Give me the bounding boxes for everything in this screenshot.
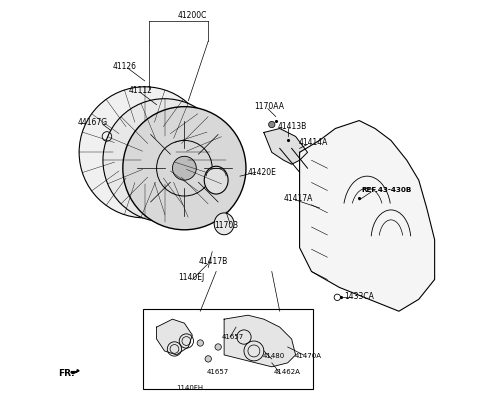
Text: 41417A: 41417A	[284, 194, 313, 202]
Circle shape	[79, 87, 210, 218]
Text: 41657: 41657	[206, 369, 228, 374]
Text: 41414A: 41414A	[299, 138, 328, 147]
Text: 1140EJ: 1140EJ	[179, 273, 204, 282]
Circle shape	[215, 344, 221, 350]
Circle shape	[172, 156, 196, 180]
Text: 41417B: 41417B	[198, 257, 228, 266]
Text: 41420E: 41420E	[248, 168, 277, 178]
Circle shape	[123, 107, 246, 230]
Polygon shape	[224, 315, 296, 367]
Text: 1140FH: 1140FH	[177, 385, 204, 391]
Text: 41470A: 41470A	[294, 353, 322, 359]
Text: FR.: FR.	[58, 370, 74, 378]
Circle shape	[155, 150, 174, 170]
Text: 41413B: 41413B	[278, 122, 307, 131]
Text: 11703: 11703	[214, 221, 238, 230]
Circle shape	[205, 356, 211, 362]
Text: 41462A: 41462A	[274, 369, 300, 374]
Text: 41112: 41112	[129, 86, 153, 95]
Circle shape	[137, 144, 153, 160]
Polygon shape	[300, 120, 434, 311]
Circle shape	[197, 340, 204, 346]
Ellipse shape	[204, 166, 228, 194]
Polygon shape	[156, 319, 192, 355]
Polygon shape	[264, 128, 308, 164]
Text: 1433CA: 1433CA	[344, 292, 374, 301]
Text: 41200C: 41200C	[178, 11, 207, 20]
Circle shape	[103, 99, 226, 222]
Circle shape	[269, 121, 275, 128]
Text: 1170AA: 1170AA	[254, 102, 284, 111]
Text: 41480: 41480	[262, 353, 285, 359]
Text: 41126: 41126	[113, 62, 137, 72]
Text: 41657: 41657	[221, 334, 243, 340]
Ellipse shape	[214, 213, 234, 235]
Text: 44167G: 44167G	[77, 118, 107, 127]
Text: REF.43-430B: REF.43-430B	[361, 187, 411, 193]
Polygon shape	[71, 370, 79, 374]
FancyBboxPatch shape	[143, 309, 313, 389]
